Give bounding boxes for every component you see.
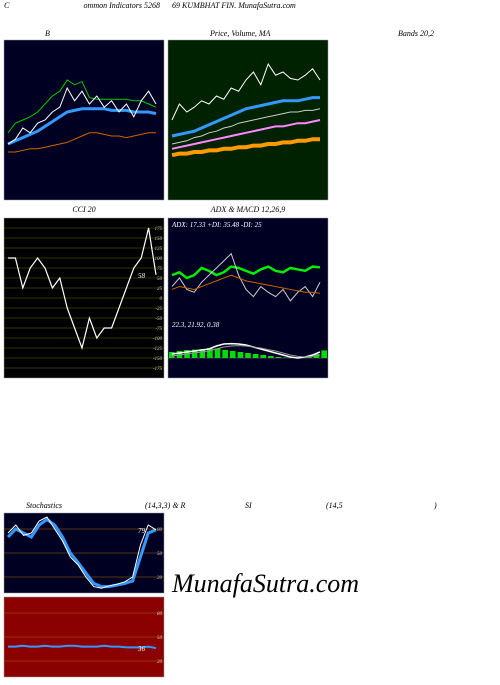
- histogram-bar: [222, 350, 228, 358]
- histogram-bar: [268, 356, 274, 358]
- y-tick-label: 175: [155, 227, 163, 232]
- value-label: 79: [138, 527, 146, 535]
- histogram-bar: [215, 348, 221, 358]
- header-st1: Stochastics: [26, 501, 62, 510]
- watermark: MunafaSutra.com: [171, 569, 359, 598]
- header-bb3: Bands 20,2: [398, 29, 434, 38]
- y-tick-label: 75: [157, 267, 163, 272]
- panel-title: ADX & MACD 12,26,9: [210, 205, 285, 214]
- header-bb2: Price, Volume, MA: [209, 29, 271, 38]
- value-label: 36: [137, 645, 146, 653]
- header-st5: ): [433, 501, 437, 510]
- panel-title: CCI 20: [72, 205, 95, 214]
- y-tick-label: 20: [157, 660, 163, 665]
- histogram-bar: [238, 352, 244, 358]
- value-label: 58: [138, 272, 146, 280]
- header-st2: (14,3,3) & R: [145, 501, 186, 510]
- header-right: 69 KUMBHAT FIN. MunafaSutra.com: [172, 1, 296, 10]
- y-tick-label: -125: [153, 347, 163, 352]
- y-tick-label: 50: [157, 636, 163, 641]
- header-st4: (14,5: [326, 501, 343, 510]
- y-tick-label: -100: [153, 337, 163, 342]
- y-tick-label: 50: [157, 552, 163, 557]
- y-tick-label: 100: [155, 257, 163, 262]
- y-tick-label: 25: [157, 287, 163, 292]
- y-tick-label: 20: [157, 576, 163, 581]
- panel: [168, 40, 328, 200]
- y-tick-label: -25: [155, 307, 162, 312]
- header-left: C: [4, 1, 10, 10]
- y-tick-label: -150: [153, 357, 163, 362]
- header-st3: SI: [245, 501, 252, 510]
- histogram-bar: [253, 354, 259, 358]
- panel-subtitle: 22.3, 21.92, 0.38: [172, 321, 220, 329]
- histogram-bar: [260, 355, 266, 358]
- histogram-bar: [245, 353, 251, 358]
- y-tick-label: 50: [157, 277, 163, 282]
- y-tick-label: -50: [155, 317, 162, 322]
- y-tick-label: 150: [155, 237, 163, 242]
- histogram-bar: [321, 350, 327, 358]
- header-center: ommon Indicators 5268: [84, 1, 160, 10]
- y-tick-label: 80: [157, 612, 163, 617]
- panel-subtitle: ADX: 17.33 +DI: 35.48 -DI: 25: [171, 221, 262, 229]
- panel: [4, 40, 164, 200]
- y-tick-label: 80: [157, 528, 163, 533]
- y-tick-label: -175: [153, 367, 163, 372]
- histogram-bar: [169, 352, 175, 358]
- header-bb1: B: [45, 29, 50, 38]
- histogram-bar: [230, 351, 236, 358]
- y-tick-label: 125: [155, 247, 163, 252]
- y-tick-label: -75: [155, 327, 162, 332]
